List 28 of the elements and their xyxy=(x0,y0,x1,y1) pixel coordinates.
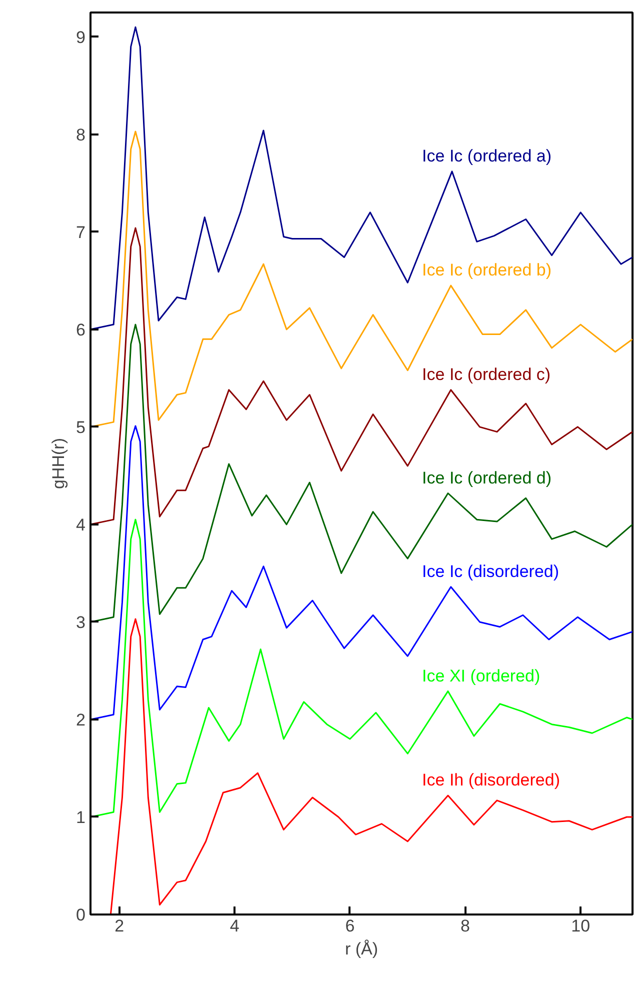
series-label: Ice Ic (ordered b) xyxy=(422,260,552,280)
y-tick-label: 5 xyxy=(76,418,86,437)
x-tick-label: 8 xyxy=(460,916,470,936)
line-series xyxy=(90,227,632,526)
y-tick-label: 0 xyxy=(76,906,86,924)
x-tick-label: 10 xyxy=(571,916,590,936)
series-label: Ice Ic (disordered) xyxy=(422,562,560,582)
x-tick-label: 4 xyxy=(230,916,240,936)
y-tick-label: 7 xyxy=(76,222,86,242)
series-label: Ice Ic (ordered a) xyxy=(422,146,552,166)
y-tick-label: 4 xyxy=(76,515,86,534)
series-label: Ice Ih (disordered) xyxy=(422,770,560,790)
line-series xyxy=(110,618,632,914)
x-axis-title: r (Å) xyxy=(344,940,378,958)
y-axis-title: gHH(r) xyxy=(49,438,68,489)
series-label: Ice Ic (ordered c) xyxy=(422,365,551,384)
series-label: Ice XI (ordered) xyxy=(422,666,540,686)
line-series xyxy=(90,26,632,330)
y-tick-label: 3 xyxy=(76,612,86,632)
line-series xyxy=(90,425,632,720)
y-tick-label: 9 xyxy=(76,28,86,47)
y-tick-label: 1 xyxy=(76,808,86,827)
x-tick-label: 6 xyxy=(345,916,355,936)
x-tick-label: 2 xyxy=(114,916,124,936)
y-tick-label: 8 xyxy=(76,125,86,144)
series-label: Ice Ic (ordered d) xyxy=(422,468,552,488)
y-tick-label: 2 xyxy=(76,710,86,730)
y-tick-label: 6 xyxy=(76,320,86,340)
